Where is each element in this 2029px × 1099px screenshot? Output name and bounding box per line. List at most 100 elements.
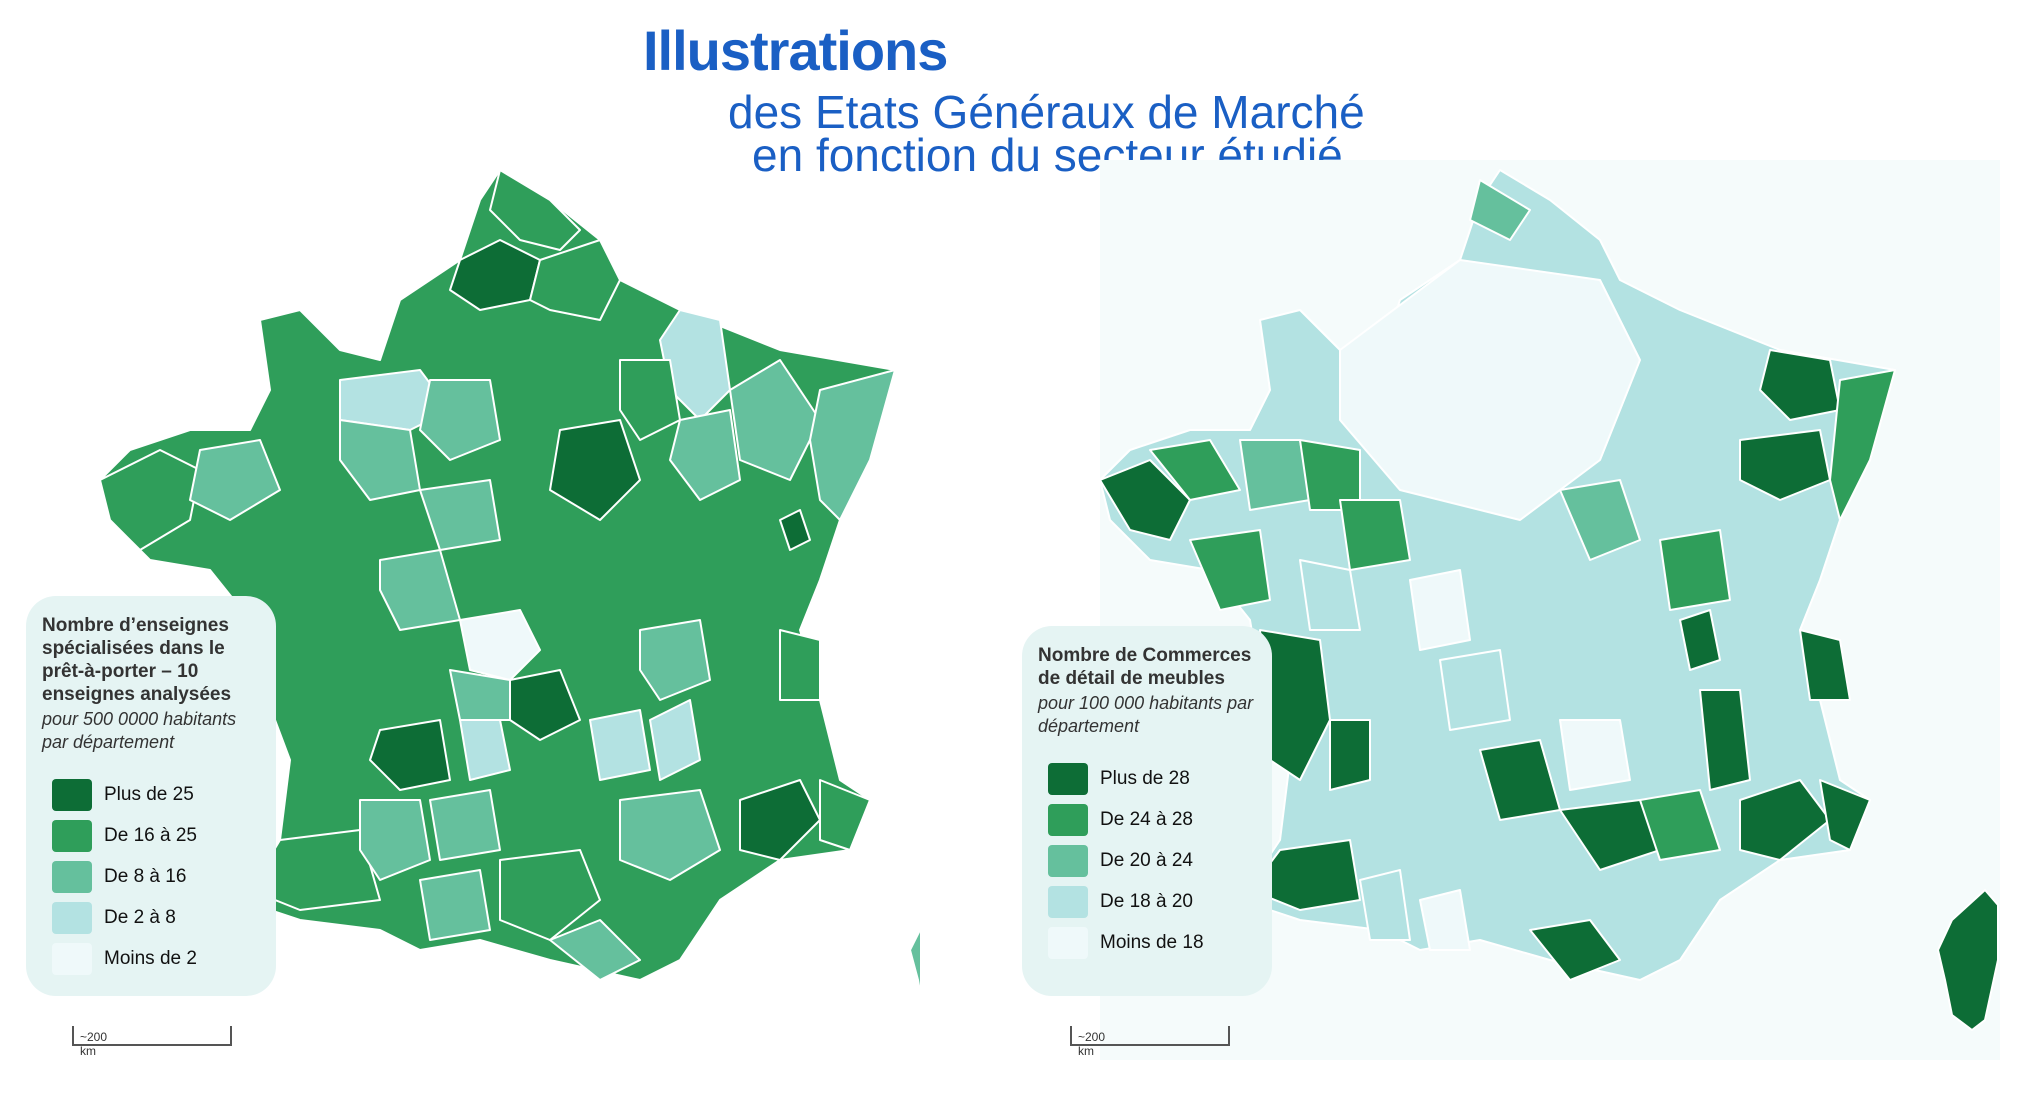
dept-ardennes	[1759, 349, 1841, 421]
scale-label: ~200 km	[80, 1030, 108, 1058]
legend-item: De 8 à 16	[42, 856, 262, 897]
dept-limousin	[1439, 649, 1511, 731]
page-title: Illustrations	[643, 19, 948, 82]
legend-label: De 18 à 20	[1100, 890, 1193, 912]
dept-rhone	[1679, 609, 1721, 671]
dept-alsace	[1829, 369, 1896, 521]
scale-bar-line	[72, 1026, 232, 1046]
dept-landes	[1329, 719, 1371, 791]
dept-ardeche	[649, 699, 701, 781]
dept-correze	[449, 669, 511, 721]
dept-finistere	[1099, 459, 1191, 541]
legend-swatch	[52, 778, 92, 811]
dept-bretagne	[1149, 439, 1241, 501]
legend-label: De 8 à 16	[104, 865, 187, 887]
dept-mayenne	[1239, 439, 1311, 511]
dept-pyrenees-orientales	[549, 919, 641, 981]
dept-savoie	[779, 629, 821, 701]
dept-languedoc	[619, 789, 721, 881]
legend-item: De 20 à 24	[1038, 840, 1258, 881]
dept-yonne	[549, 419, 641, 521]
dept-alpes-maritimes	[1819, 779, 1871, 851]
legend-items: Plus de 28 De 24 à 28 De 20 à 24 De 18 à…	[1038, 758, 1258, 963]
dept-alsace	[809, 369, 896, 521]
corsica	[908, 927, 920, 998]
dept-loire-atl	[1189, 529, 1271, 611]
dept-eure-loir	[419, 379, 501, 461]
corsica	[1936, 888, 1999, 1032]
legend-item: De 2 à 8	[42, 897, 262, 938]
dept-aube	[619, 359, 681, 441]
legend-swatch	[52, 901, 92, 934]
legend-item: De 24 à 28	[1038, 799, 1258, 840]
dept-haute-marne	[669, 409, 741, 501]
dept-paris-basin	[1339, 259, 1641, 521]
legend-swatch	[1048, 762, 1088, 795]
dept-jura	[1659, 529, 1731, 611]
scale-bar-line	[1070, 1026, 1230, 1046]
dept-pyr-orientales	[1529, 919, 1621, 981]
dept-lorraine	[729, 359, 821, 481]
dept-nord	[489, 169, 581, 251]
legend-swatch	[52, 819, 92, 852]
legend-items: Plus de 25 De 16 à 25 De 8 à 16 De 2 à 8…	[42, 774, 262, 979]
legend-label: De 2 à 8	[104, 906, 176, 928]
legend-title: Nombre de Commerces de détail de meubles	[1038, 645, 1252, 689]
dept-aisne	[529, 239, 621, 321]
legend-swatch	[1048, 926, 1088, 959]
dept-indre	[379, 549, 461, 631]
dept-cote-or	[1559, 479, 1641, 561]
legend-label: Moins de 18	[1100, 931, 1204, 953]
legend-label: Plus de 25	[104, 783, 194, 805]
map-left-svg	[99, 169, 920, 998]
dept-ariege	[1419, 889, 1471, 951]
legend-swatch	[1048, 885, 1088, 918]
legend-right: Nombre de Commerces de détail de meubles…	[1022, 626, 1272, 996]
legend-item: Moins de 18	[1038, 922, 1258, 963]
legend-item: Moins de 2	[42, 938, 262, 979]
legend-swatch	[52, 942, 92, 975]
legend-swatch	[1048, 844, 1088, 877]
dept-cher	[1409, 569, 1471, 651]
dept-drome	[1699, 689, 1751, 791]
dept-aude	[499, 849, 601, 941]
legend-item: De 16 à 25	[42, 815, 262, 856]
legend-label: Moins de 2	[104, 947, 197, 969]
dept-ariege	[419, 869, 491, 941]
scale-label: ~200 km	[1078, 1030, 1106, 1058]
legend-item: Plus de 28	[1038, 758, 1258, 799]
dept-dordogne	[369, 719, 451, 791]
legend-swatch	[1048, 803, 1088, 836]
dept-bretagne	[189, 439, 281, 521]
dept-vienne	[1299, 559, 1361, 631]
legend-item: De 18 à 20	[1038, 881, 1258, 922]
legend-subtitle: pour 500 0000 habitants par département	[42, 709, 237, 752]
legend-label: De 20 à 24	[1100, 849, 1193, 871]
legend-item: Plus de 25	[42, 774, 262, 815]
dept-creuse	[459, 609, 541, 681]
map-left-pret-a-porter	[80, 160, 920, 1060]
legend-left: Nombre d’enseignes spécialisées dans le …	[26, 596, 276, 996]
dept-lozere	[1559, 719, 1631, 791]
legend-label: De 24 à 28	[1100, 808, 1193, 830]
legend-title: Nombre d’enseignes spécialisées dans le …	[42, 615, 232, 705]
legend-subtitle: pour 100 000 habitants par département	[1038, 693, 1254, 736]
dept-haute-loire	[589, 709, 651, 781]
dept-alpes-maritimes	[819, 779, 871, 851]
dept-haute-garonne	[429, 789, 501, 861]
dept-indre-loire	[1339, 499, 1411, 571]
dept-nord	[1469, 179, 1531, 241]
dept-loir-cher	[419, 479, 501, 551]
dept-var	[1739, 779, 1831, 861]
dept-hautes-pyr	[1359, 869, 1411, 941]
dept-haute-savoie	[1799, 629, 1851, 701]
dept-lot	[459, 719, 511, 781]
page-subtitle-line1: des Etats Généraux de Marché	[728, 86, 1365, 138]
dept-gers	[359, 799, 431, 881]
dept-finistere	[99, 449, 201, 551]
legend-label: Plus de 28	[1100, 767, 1190, 789]
header: Illustrations des Etats Généraux de Marc…	[0, 0, 2029, 181]
dept-var	[739, 779, 821, 861]
dept-doubs	[779, 509, 811, 551]
dept-rhone-alpes	[639, 619, 711, 701]
